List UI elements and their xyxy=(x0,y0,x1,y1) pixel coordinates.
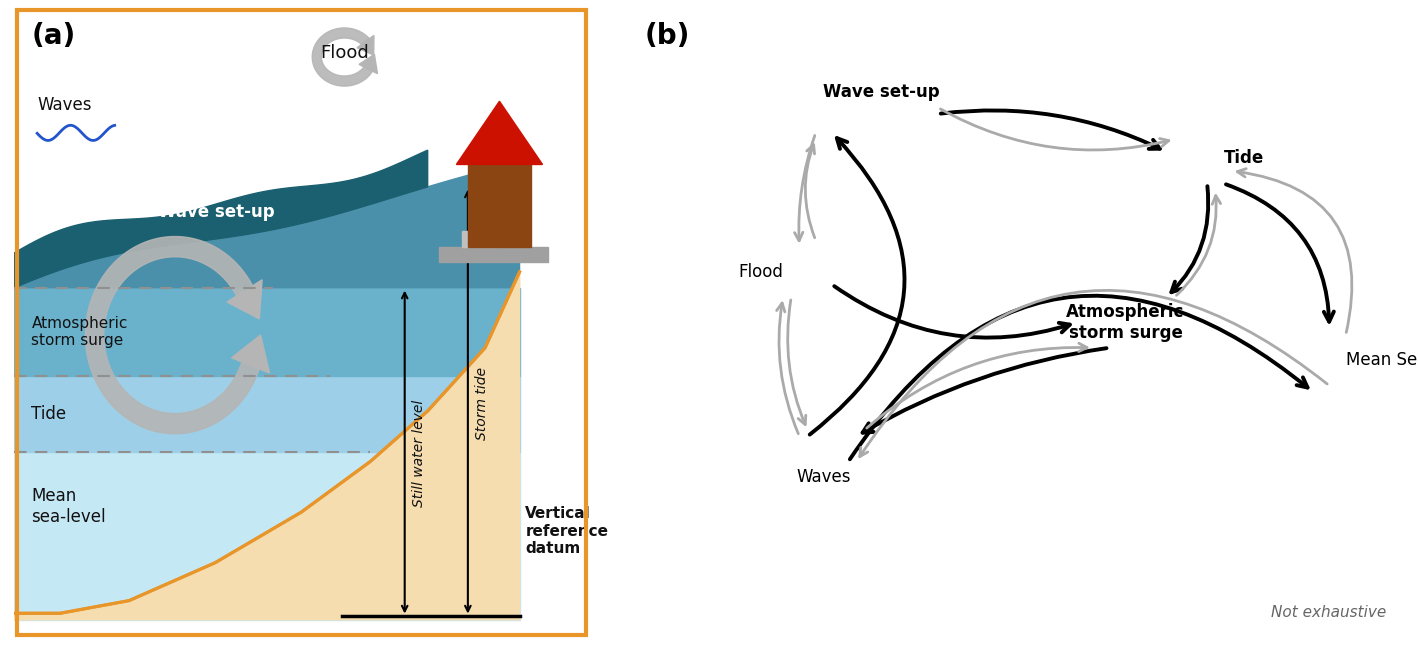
Polygon shape xyxy=(468,164,532,246)
Text: Mean Sea Level: Mean Sea Level xyxy=(1346,352,1418,370)
Text: Wave set-up: Wave set-up xyxy=(822,83,939,101)
Polygon shape xyxy=(457,101,543,164)
Text: Flood: Flood xyxy=(320,45,369,63)
Polygon shape xyxy=(14,272,519,620)
Text: Waves: Waves xyxy=(797,468,851,486)
Text: Flood: Flood xyxy=(739,263,783,281)
Text: Still water level: Still water level xyxy=(411,400,425,507)
Polygon shape xyxy=(16,163,519,288)
Polygon shape xyxy=(14,272,519,620)
Polygon shape xyxy=(14,150,428,288)
Polygon shape xyxy=(462,231,496,246)
Polygon shape xyxy=(440,246,549,263)
Text: Vertical
reference
datum: Vertical reference datum xyxy=(525,506,608,556)
Polygon shape xyxy=(231,335,269,373)
Text: (a): (a) xyxy=(31,23,75,50)
Polygon shape xyxy=(357,35,374,55)
Polygon shape xyxy=(312,28,373,86)
Text: Atmospheric
storm surge: Atmospheric storm surge xyxy=(31,316,128,348)
Text: Waves: Waves xyxy=(37,96,92,114)
Text: Atmospheric
storm surge: Atmospheric storm surge xyxy=(1066,303,1184,342)
Text: Not exhaustive: Not exhaustive xyxy=(1271,604,1387,620)
Text: Wave set-up: Wave set-up xyxy=(157,203,274,221)
Polygon shape xyxy=(14,452,519,620)
Text: Tide: Tide xyxy=(31,405,67,423)
Polygon shape xyxy=(227,280,262,319)
Text: Mean
sea-level: Mean sea-level xyxy=(31,487,106,526)
Polygon shape xyxy=(359,54,377,74)
Text: (b): (b) xyxy=(644,23,689,50)
Polygon shape xyxy=(85,237,259,433)
Text: Storm tide: Storm tide xyxy=(475,366,489,440)
Polygon shape xyxy=(14,288,519,376)
Polygon shape xyxy=(14,376,519,452)
Text: Tide: Tide xyxy=(1224,149,1263,167)
